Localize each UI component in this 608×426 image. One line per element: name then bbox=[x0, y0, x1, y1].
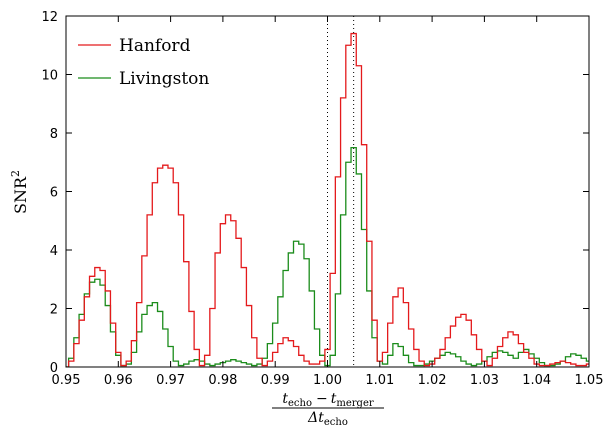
x-tick-label: 1.05 bbox=[575, 373, 604, 388]
x-tick-label: 0.98 bbox=[208, 373, 237, 388]
x-tick-label: 0.99 bbox=[261, 373, 290, 388]
y-tick-label: 10 bbox=[41, 69, 58, 84]
svg-text:Δtecho: Δtecho bbox=[307, 410, 348, 426]
x-tick-label: 1.02 bbox=[418, 373, 447, 388]
legend-label-hanford: Hanford bbox=[119, 36, 191, 56]
x-tick-label: 1.00 bbox=[313, 373, 342, 388]
x-tick-label: 1.04 bbox=[522, 373, 551, 388]
x-tick-label: 1.01 bbox=[365, 373, 394, 388]
y-tick-label: 8 bbox=[50, 127, 58, 142]
x-label-den: Δt bbox=[307, 410, 324, 426]
svg-text:SNR2: SNR2 bbox=[9, 170, 30, 214]
svg-text:techo−tmerger: techo − tmerger bbox=[282, 391, 374, 409]
y-label-sup: 2 bbox=[9, 170, 22, 177]
x-tick-label: 0.97 bbox=[156, 373, 185, 388]
series-line-hanford bbox=[66, 32, 589, 367]
y-tick-label: 12 bbox=[41, 10, 58, 25]
y-tick-label: 0 bbox=[50, 361, 58, 376]
x-tick-label: 0.96 bbox=[104, 373, 133, 388]
y-axis-label: SNR2 bbox=[9, 170, 30, 214]
legend-label-livingston: Livingston bbox=[119, 69, 209, 89]
x-tick-label: 0.95 bbox=[52, 373, 81, 388]
x-label-t2: t bbox=[331, 391, 337, 407]
series-line-livingston bbox=[66, 146, 589, 367]
x-label-minus: − bbox=[316, 391, 328, 407]
y-tick-label: 4 bbox=[50, 244, 58, 259]
y-tick-label: 6 bbox=[50, 186, 58, 201]
y-label-base: SNR bbox=[11, 176, 30, 214]
legend: Hanford Livingston bbox=[78, 36, 209, 89]
x-label-t1: t bbox=[282, 391, 288, 407]
x-tick-label: 1.03 bbox=[470, 373, 499, 388]
x-axis-label: techo − tmerger Δtecho bbox=[272, 391, 384, 426]
y-tick-label: 2 bbox=[50, 303, 58, 318]
x-label-den-sub: echo bbox=[324, 417, 348, 426]
x-label-t2-sub: merger bbox=[336, 398, 374, 409]
x-label-t1-sub: echo bbox=[288, 398, 312, 409]
